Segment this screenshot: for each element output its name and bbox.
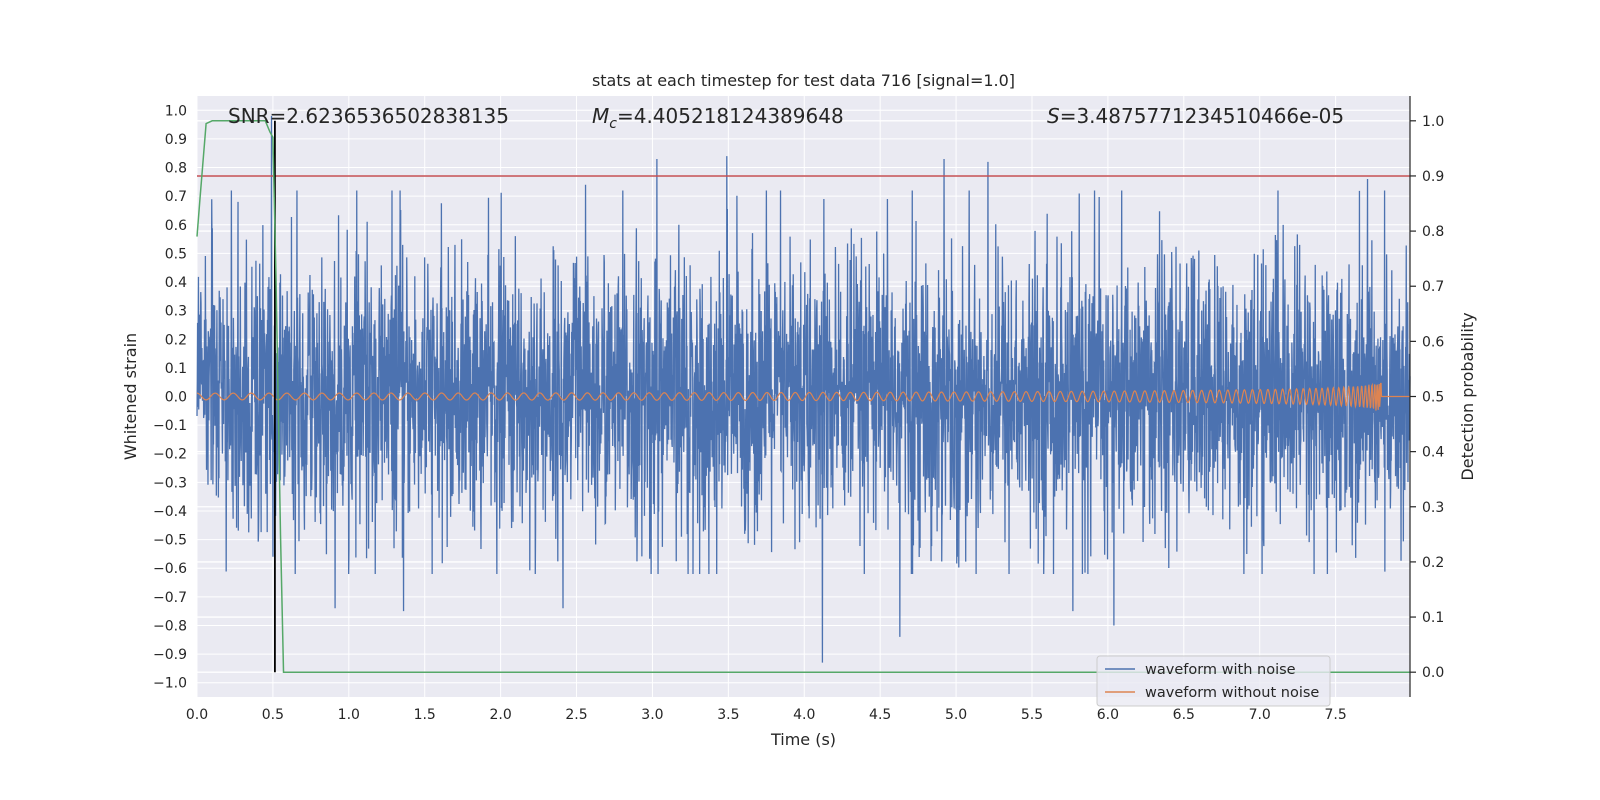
right-y-tick-label: 0.7 xyxy=(1422,279,1444,295)
x-tick-label: 0.0 xyxy=(186,707,208,723)
x-tick-label: 4.0 xyxy=(793,707,815,723)
x-tick-label: 7.0 xyxy=(1249,707,1271,723)
left-y-tick-label: −1.0 xyxy=(153,676,187,692)
x-tick-label: 5.5 xyxy=(1021,707,1043,723)
x-tick-label: 2.5 xyxy=(565,707,587,723)
left-y-tick-label: −0.8 xyxy=(153,618,187,634)
x-tick-label: 6.5 xyxy=(1173,707,1195,723)
left-y-tick-label: −0.2 xyxy=(153,447,187,463)
waveform-without-noise-line xyxy=(196,382,1410,411)
snr-annotation: SNR=2.6236536502838135 xyxy=(228,104,509,128)
chart-title: stats at each timestep for test data 716… xyxy=(592,71,1015,90)
right-y-axis-ticks: 1.0 0.9 0.8 0.7 0.6 0.5 0.4 0.3 0.2 0.1 0.0 xyxy=(1410,114,1444,681)
x-tick-label: 5.0 xyxy=(945,707,967,723)
right-y-tick-label: 1.0 xyxy=(1422,114,1444,130)
right-y-tick-label: 0.9 xyxy=(1422,169,1444,185)
x-tick-label: 2.0 xyxy=(489,707,511,723)
legend-box xyxy=(1096,655,1331,707)
right-y-tick-label: 0.5 xyxy=(1422,390,1444,406)
chirp-mass-value: =4.405218124389648 xyxy=(617,104,844,128)
right-y-tick-label: 0.3 xyxy=(1422,500,1444,516)
left-y-tick-label: 0.7 xyxy=(165,189,187,205)
left-y-tick-label: 0.6 xyxy=(165,218,187,234)
right-y-tick-label: 0.0 xyxy=(1422,665,1444,681)
legend: waveform with noise waveform without noi… xyxy=(1096,655,1331,707)
right-y-tick-label: 0.2 xyxy=(1422,555,1444,571)
legend-label-waveform-with-noise: waveform with noise xyxy=(1145,662,1296,678)
left-y-tick-label: 0.1 xyxy=(165,361,187,377)
right-y-tick-label: 0.4 xyxy=(1422,445,1444,461)
right-y-tick-label: 0.6 xyxy=(1422,334,1444,350)
left-y-tick-label: 0.5 xyxy=(165,246,187,262)
right-y-axis-label: Detection probability xyxy=(1458,312,1477,480)
left-y-axis-label: Whitened strain xyxy=(121,333,140,460)
left-y-tick-label: 0.4 xyxy=(165,275,187,291)
x-tick-label: 3.0 xyxy=(641,707,663,723)
right-y-tick-label: 0.1 xyxy=(1422,610,1444,626)
x-axis-ticks: 0.0 0.5 1.0 1.5 2.0 2.5 3.0 3.5 4.0 4.5 5.0 5.5 6.0 6… xyxy=(186,707,1347,723)
x-tick-label: 3.5 xyxy=(717,707,739,723)
left-y-tick-label: −0.5 xyxy=(153,533,187,549)
left-y-tick-label: 0.2 xyxy=(165,332,187,348)
legend-label-waveform-without-noise: waveform without noise xyxy=(1145,685,1319,701)
x-tick-label: 7.5 xyxy=(1324,707,1346,723)
x-tick-label: 0.5 xyxy=(262,707,284,723)
right-y-tick-label: 0.8 xyxy=(1422,224,1444,240)
left-y-tick-label: −0.7 xyxy=(153,590,187,606)
s-statistic-annotation: S=3.4875771234510466e-05 xyxy=(1047,104,1344,128)
s-statistic-value: =3.4875771234510466e-05 xyxy=(1060,104,1344,128)
x-tick-label: 6.0 xyxy=(1097,707,1119,723)
x-tick-label: 1.5 xyxy=(414,707,436,723)
left-y-tick-label: −0.9 xyxy=(153,647,187,663)
x-tick-label: 4.5 xyxy=(869,707,891,723)
left-y-tick-label: −0.6 xyxy=(153,561,187,577)
left-y-tick-label: 0.8 xyxy=(165,161,187,177)
left-y-tick-label: 0.3 xyxy=(165,304,187,320)
chirp-mass-symbol: M xyxy=(592,104,609,128)
x-tick-label: 1.0 xyxy=(338,707,360,723)
plot-area xyxy=(196,116,1411,673)
left-y-tick-label: 0.0 xyxy=(165,390,187,406)
left-y-tick-label: −0.1 xyxy=(153,418,187,434)
left-y-tick-label: 0.9 xyxy=(165,132,187,148)
left-y-tick-label: −0.3 xyxy=(153,475,187,491)
x-axis-label: Time (s) xyxy=(770,730,836,749)
chirp-mass-subscript: c xyxy=(609,116,617,132)
s-statistic-symbol: S xyxy=(1047,104,1060,128)
left-y-tick-label: −0.4 xyxy=(153,504,187,520)
detection-probability-line xyxy=(196,120,1410,673)
chirp-mass-annotation: Mc=4.405218124389648 xyxy=(592,104,844,132)
left-y-axis-ticks: 1.0 0.9 0.8 0.7 0.6 0.5 0.4 0.3 0.2 0.1 0.0 −0.1 −0.… xyxy=(153,103,187,691)
left-y-tick-label: 1.0 xyxy=(165,103,187,119)
